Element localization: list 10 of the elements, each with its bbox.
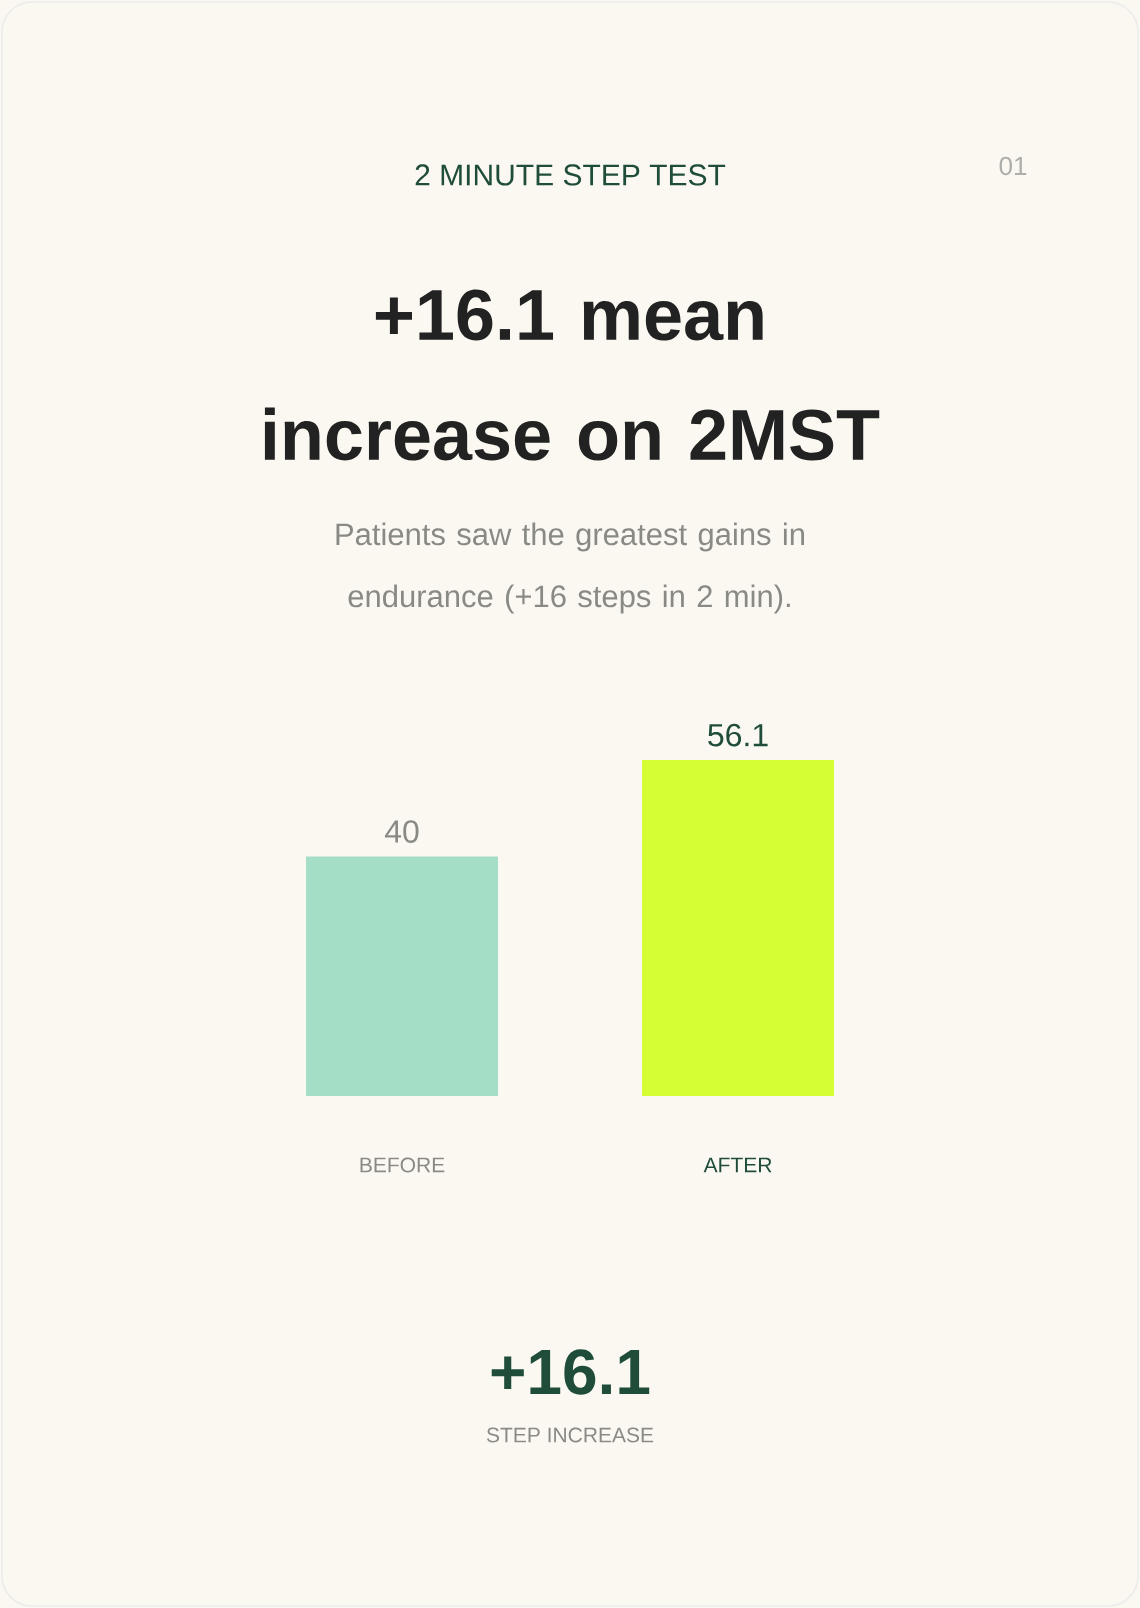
- text: 2 MINUTE STEP TEST: [415, 164, 726, 186]
- data-label: 56.1: [708, 723, 768, 747]
- data-label: 40: [384, 820, 419, 843]
- chart-title: +16.1 mean increase on 2MST: [264, 289, 880, 461]
- x-tick-label: AFTER: [703, 1157, 772, 1173]
- chart-subtitle: Patients saw the greatest gains in endurance (+16 steps in 2 min).: [336, 522, 804, 614]
- text: STEP INCREASE: [486, 1427, 654, 1443]
- x-tick-label: BEFORE: [360, 1157, 445, 1173]
- text: +16.1: [491, 1349, 650, 1395]
- text: 01: [999, 156, 1027, 176]
